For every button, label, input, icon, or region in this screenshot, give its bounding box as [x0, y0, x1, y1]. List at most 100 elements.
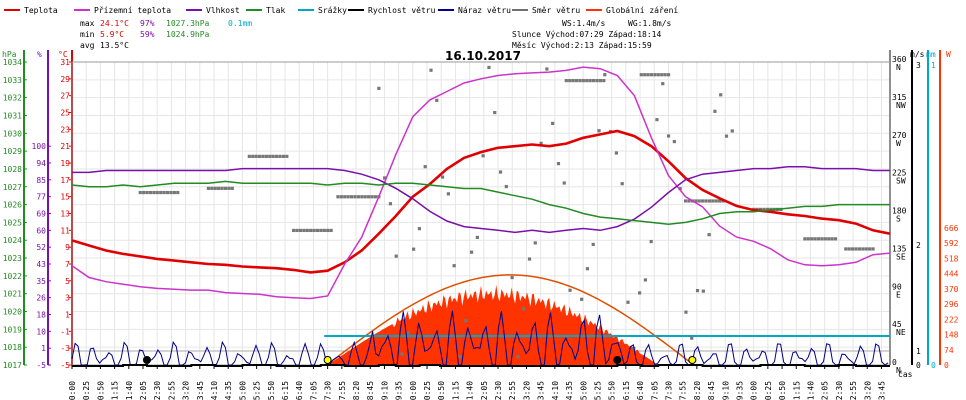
- x-tick-label: 05:00: [238, 381, 247, 400]
- x-tick-label: 00:00: [68, 381, 77, 400]
- wind-dir-point: [285, 154, 289, 158]
- wind-dir-point: [322, 228, 326, 233]
- wind-dir-point: [504, 184, 508, 189]
- radiation-area: [327, 285, 659, 365]
- wind-dir-point: [377, 86, 381, 90]
- wind-dir-point: [854, 247, 858, 251]
- moon-times: Měsíc Východ:2:13 Západ:15:59: [512, 41, 652, 50]
- tick-label-temperature: 3: [65, 294, 70, 303]
- tick-label-humidity: 43: [36, 260, 46, 269]
- wind-dir-point: [148, 190, 153, 195]
- wind-dir-point: [329, 228, 333, 233]
- wind-dir-point: [591, 79, 596, 83]
- axis-temperature-unit: °C: [58, 50, 68, 59]
- wind-dir-point: [684, 199, 688, 203]
- wind-dir-point: [295, 228, 299, 233]
- wind-dir-point: [363, 195, 367, 199]
- wind-dir-point: [701, 289, 705, 293]
- wind-dir-point: [264, 154, 268, 158]
- wind-dir-point: [343, 195, 347, 199]
- wind-dir-point: [551, 121, 555, 126]
- x-tick-label: 09:35: [395, 381, 404, 400]
- wind-dir-point: [230, 186, 234, 190]
- wind-dir-point: [581, 79, 585, 83]
- tick-label-wind-dir: 0: [892, 358, 897, 367]
- grid: [71, 61, 890, 366]
- tick-label-pressure: 1031: [3, 111, 22, 120]
- tick-label-humidity: 60: [36, 226, 46, 235]
- wind-dir-point: [400, 352, 404, 356]
- tick-label-temperature: -3: [60, 344, 70, 353]
- wind-dir-point: [275, 154, 279, 158]
- wind-dir-point: [336, 195, 340, 199]
- wind-dir-point: [803, 237, 807, 241]
- tick-label-pressure: 1022: [3, 272, 22, 281]
- wind-dir-point: [868, 247, 872, 251]
- series-teplota: [71, 129, 891, 274]
- tick-label-temperature: 19: [60, 159, 70, 168]
- wind-dir-point: [440, 175, 445, 179]
- x-tick-label: 20:00: [750, 381, 759, 400]
- wind-dir-point: [452, 264, 456, 268]
- tick-label-wind-dir: 45: [892, 320, 902, 329]
- wind-dir-point: [527, 257, 532, 261]
- tick-label-humidity: 52: [36, 243, 46, 252]
- wind-dir-point: [388, 202, 393, 206]
- wind-dir-point: [545, 67, 549, 71]
- legend-item: Rychlost větru: [348, 6, 436, 15]
- wind-dir-point: [666, 134, 671, 138]
- wind-dir-point: [568, 288, 572, 292]
- x-axis: 00:00 00:25 00:50 01:15 01:40 02:05 02:30 02:55…: [68, 365, 913, 400]
- tick-label-humidity: 85: [36, 176, 46, 185]
- wind-dir-point: [724, 134, 729, 138]
- wind-dir-point: [271, 154, 275, 158]
- tick-label-humidity: 10: [36, 327, 46, 336]
- wind-dir-point: [319, 228, 323, 233]
- wind-dir-point: [713, 109, 717, 113]
- wind-dir-point: [827, 237, 831, 241]
- wind-dir-point: [765, 207, 769, 211]
- tick-label-temperature: 9: [65, 243, 70, 252]
- wind-dir-point: [672, 139, 676, 144]
- tick-label-temperature: 11: [60, 226, 70, 235]
- wind-dir-point: [580, 297, 584, 301]
- wind-dir-point: [353, 195, 357, 199]
- wind-dir-point: [637, 291, 642, 295]
- wind-dir-point: [823, 237, 827, 241]
- wind-dir-point: [406, 331, 410, 335]
- wind-dir-point: [251, 154, 255, 158]
- legend-item: Náraz větru: [438, 6, 511, 15]
- wind-dir-point: [522, 307, 526, 311]
- x-tick-label: 14:10: [551, 381, 560, 400]
- wind-dir-point: [711, 199, 715, 203]
- wind-dir-point: [571, 79, 575, 83]
- wind-dir-point: [261, 154, 265, 158]
- wind-dir-point: [309, 228, 313, 233]
- x-tick-label: 10:00: [409, 381, 418, 400]
- tick-label-pressure: 1017: [3, 361, 22, 370]
- wind-dir-point: [564, 79, 568, 83]
- tick-label-pressure: 1033: [3, 76, 22, 85]
- wind-dir-point: [851, 247, 855, 251]
- wind-dir-point: [339, 195, 343, 199]
- wind-dir-point: [481, 154, 485, 158]
- stat-min-temp: 5.9°C: [100, 30, 124, 39]
- tick-label-radiation: 518: [944, 254, 959, 263]
- tick-label-compass: SW: [896, 177, 906, 186]
- tick-label-humidity: 18: [36, 311, 46, 320]
- wind-dir-point: [844, 247, 848, 251]
- x-tick-label: 01:40: [125, 381, 134, 400]
- x-tick-label: 00:50: [96, 381, 105, 400]
- wind-dir-point: [487, 65, 491, 70]
- x-tick-label: 21:40: [806, 381, 815, 400]
- tick-label-temperature: 27: [60, 92, 70, 101]
- wind-dir-point: [435, 98, 439, 102]
- wind-dir-point: [568, 79, 572, 83]
- wind-dir-point: [830, 237, 834, 241]
- x-tick-label: 20:50: [778, 381, 787, 400]
- tick-label-temperature: 25: [60, 109, 70, 118]
- wind-dir-point: [857, 247, 862, 251]
- x-tick-label: 04:35: [224, 381, 233, 400]
- tick-label-humidity: 77: [36, 193, 46, 202]
- wind-dir-point: [165, 190, 170, 195]
